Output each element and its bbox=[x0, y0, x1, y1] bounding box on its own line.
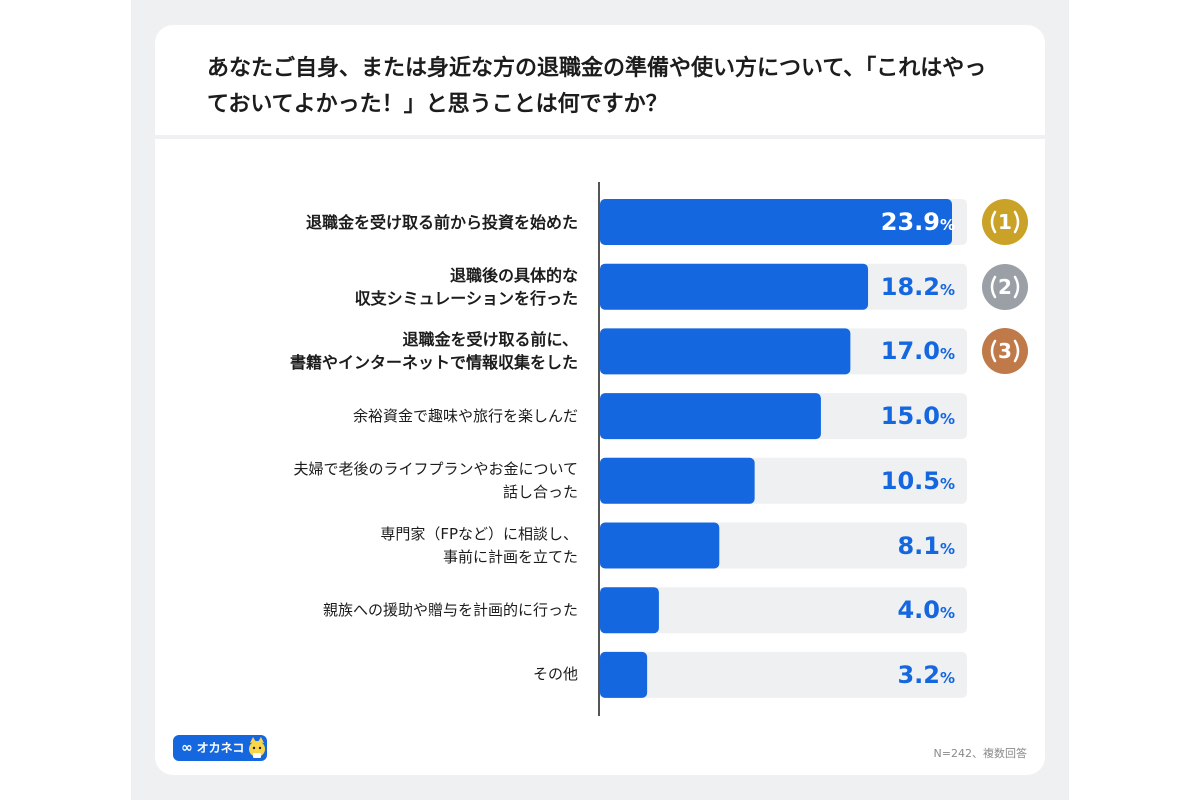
rank-number: 1 bbox=[998, 210, 1012, 234]
data-label-unit: % bbox=[939, 410, 955, 429]
category-label: その他 bbox=[218, 652, 578, 698]
data-label-unit: % bbox=[939, 345, 955, 364]
category-label-text: 夫婦で老後のライフプランやお金について 話し合った bbox=[293, 459, 578, 501]
data-label: 17.0% bbox=[881, 328, 955, 377]
category-label-text: 退職金を受け取る前から投資を始めた bbox=[305, 212, 578, 232]
data-label-unit: % bbox=[939, 604, 955, 623]
data-label-value: 3.2 bbox=[897, 660, 940, 689]
bar bbox=[600, 199, 952, 245]
bar-track bbox=[600, 651, 967, 698]
logo-text: オカネコ bbox=[196, 741, 245, 755]
y-axis-line bbox=[598, 182, 600, 716]
data-label: 15.0% bbox=[881, 393, 955, 442]
data-label-value: 4.0 bbox=[897, 596, 940, 625]
rank-number: 2 bbox=[998, 275, 1012, 299]
category-label: 退職金を受け取る前に、 書籍やインターネットで情報収集をした bbox=[218, 328, 578, 374]
data-label-value: 15.0 bbox=[880, 402, 940, 431]
category-label-text: 退職金を受け取る前に、 書籍やインターネットで情報収集をした bbox=[289, 330, 578, 373]
bar-chart bbox=[600, 199, 967, 698]
rank-number: 3 bbox=[998, 339, 1012, 363]
bar bbox=[600, 328, 851, 375]
data-label-value: 23.9 bbox=[880, 208, 940, 236]
category-label-text: 専門家（FPなど）に相談し、 事前に計画を立てた bbox=[380, 524, 578, 566]
bar bbox=[600, 651, 648, 698]
bar-track bbox=[600, 587, 967, 634]
data-label: 23.9% bbox=[881, 199, 955, 248]
rank-medal-icon: 3 bbox=[982, 328, 1028, 375]
sample-note: N=242、複数回答 bbox=[933, 747, 1027, 760]
data-label: 8.1% bbox=[897, 523, 955, 572]
infinity-icon: ∞ bbox=[181, 740, 193, 756]
data-label-unit: % bbox=[939, 668, 955, 687]
data-label-unit: % bbox=[939, 474, 955, 493]
bar bbox=[600, 263, 869, 310]
category-label: 余裕資金で趣味や旅行を楽しんだ bbox=[218, 393, 578, 439]
category-label: 退職後の具体的な 収支シミュレーションを行った bbox=[218, 264, 578, 310]
data-label: 4.0% bbox=[897, 587, 955, 636]
data-label: 3.2% bbox=[897, 652, 955, 701]
data-label-unit: % bbox=[939, 216, 955, 234]
category-label: 親族への援助や贈与を計画的に行った bbox=[218, 587, 578, 633]
data-label-value: 18.2 bbox=[880, 272, 940, 301]
bar bbox=[600, 522, 720, 569]
chart-card: あなたご自身、または身近な方の退職金の準備や使い方について、「これはやっておいて… bbox=[155, 25, 1045, 775]
category-label: 退職金を受け取る前から投資を始めた bbox=[218, 199, 578, 245]
chart-title: あなたご自身、または身近な方の退職金の準備や使い方について、「これはやっておいて… bbox=[207, 56, 987, 117]
okaneko-logo: ∞ オカネコ bbox=[173, 735, 267, 761]
data-label-value: 8.1 bbox=[897, 531, 940, 560]
bar bbox=[600, 393, 821, 440]
category-label: 専門家（FPなど）に相談し、 事前に計画を立てた bbox=[218, 523, 578, 569]
data-label-unit: % bbox=[939, 280, 955, 299]
title-divider bbox=[155, 135, 1045, 139]
rank-medal-icon: 2 bbox=[982, 263, 1028, 310]
category-label-text: 親族への援助や贈与を計画的に行った bbox=[322, 600, 578, 619]
data-label-value: 10.5 bbox=[880, 466, 940, 495]
data-label-value: 17.0 bbox=[880, 337, 940, 366]
data-label: 10.5% bbox=[881, 458, 955, 507]
cat-mascot-icon bbox=[249, 737, 266, 758]
data-label-unit: % bbox=[939, 539, 955, 558]
category-label-text: 余裕資金で趣味や旅行を楽しんだ bbox=[352, 406, 578, 425]
rank-medal-icon: 1 bbox=[982, 199, 1028, 245]
bar bbox=[600, 587, 659, 634]
data-label: 18.2% bbox=[881, 264, 955, 313]
category-label-text: その他 bbox=[532, 665, 578, 684]
category-label: 夫婦で老後のライフプランやお金について 話し合った bbox=[218, 458, 578, 504]
bar bbox=[600, 457, 755, 504]
category-label-text: 退職後の具体的な 収支シミュレーションを行った bbox=[354, 265, 578, 308]
